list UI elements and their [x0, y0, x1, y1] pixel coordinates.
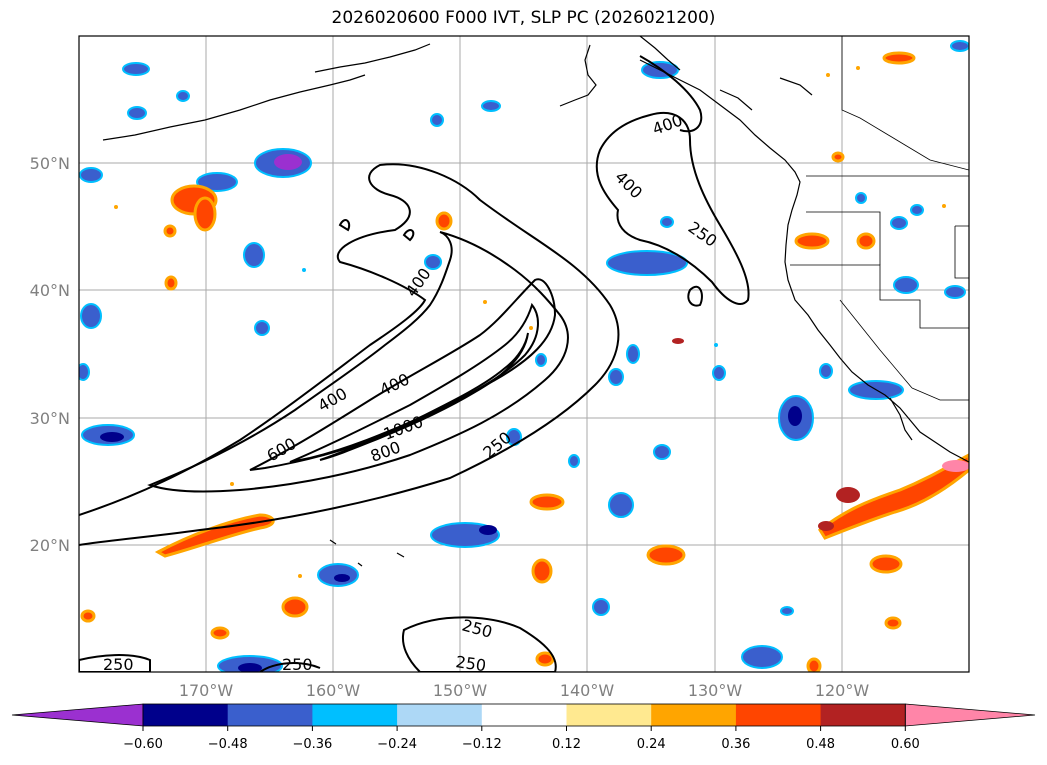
latitude-labels: 50°N 40°N 30°N 20°N [30, 154, 70, 555]
colorbar-segment [735, 704, 822, 726]
political-borders [790, 36, 969, 401]
colorbar-tick-label: −0.12 [462, 737, 502, 752]
colorbar-segment [651, 704, 737, 726]
colorbar-tick-label: −0.36 [292, 737, 332, 752]
contour-label: 250 [282, 655, 313, 674]
colorbar-extend-low [11, 703, 144, 727]
colorbar-tick-label: 0.12 [552, 737, 581, 752]
graticule [79, 36, 969, 672]
colorbar-tick-label: −0.48 [208, 737, 248, 752]
contour-label: 250 [103, 655, 134, 674]
colorbar-segment [312, 704, 398, 726]
lon-label: 170°W [179, 681, 234, 700]
colorbar-tick-label: 0.24 [637, 737, 666, 752]
lat-label: 40°N [30, 281, 70, 300]
lon-label: 150°W [433, 681, 488, 700]
coastlines [102, 36, 969, 567]
colorbar: −0.60 −0.48 −0.36 −0.24 −0.12 0.12 0.24 0.36 0.4… [11, 703, 1036, 752]
lon-label: 140°W [560, 681, 615, 700]
colorbar-extend-high [904, 703, 1036, 727]
colorbar-tick-label: 0.48 [806, 737, 835, 752]
map-frame [78, 35, 970, 673]
ivt-contours [79, 55, 750, 672]
shading-patches [79, 40, 969, 672]
colorbar-segment [227, 704, 313, 726]
lat-label: 50°N [30, 154, 70, 173]
colorbar-tick-label: −0.60 [123, 737, 163, 752]
colorbar-outline [142, 703, 906, 727]
colorbar-tick-label: −0.24 [377, 737, 417, 752]
colorbar-tick-label: 0.60 [891, 737, 920, 752]
colorbar-segment [143, 704, 229, 726]
lon-label: 120°W [815, 681, 870, 700]
lat-label: 20°N [30, 536, 70, 555]
map-title: 2026020600 F000 IVT, SLP PC (2026021200) [331, 8, 716, 28]
map-background [79, 36, 969, 672]
colorbar-segment [481, 704, 567, 726]
contour-label: 250 [454, 652, 487, 675]
longitude-labels: 170°W 160°W 150°W 140°W 130°W 120°W [179, 681, 870, 700]
colorbar-segment [397, 704, 483, 726]
lat-label: 30°N [30, 409, 70, 428]
lon-label: 160°W [306, 681, 361, 700]
colorbar-tick-label: 0.36 [721, 737, 750, 752]
colorbar-segment [820, 704, 906, 726]
lon-label: 130°W [688, 681, 743, 700]
colorbar-segment [566, 704, 652, 726]
